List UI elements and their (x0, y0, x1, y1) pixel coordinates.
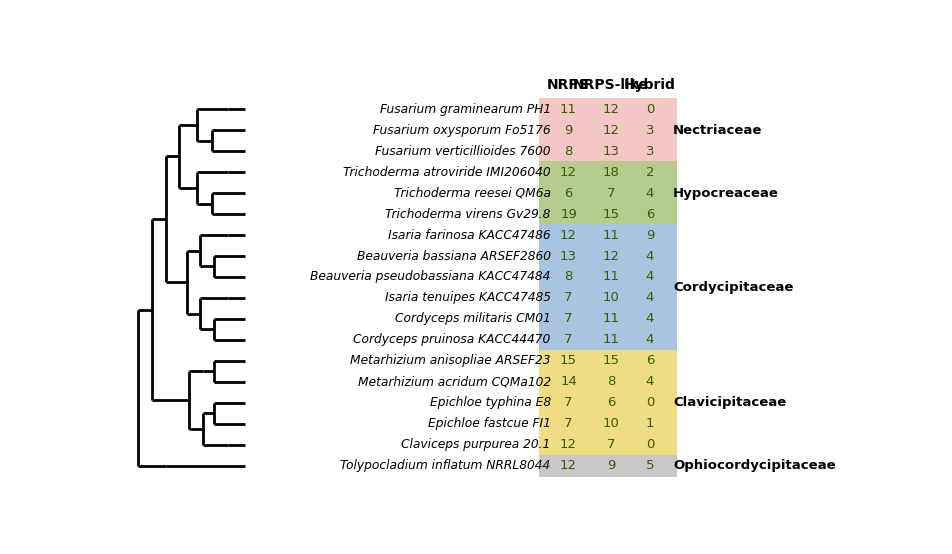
FancyBboxPatch shape (539, 350, 677, 456)
Text: 0: 0 (645, 438, 654, 452)
Text: 10: 10 (603, 417, 620, 430)
Text: 15: 15 (603, 355, 620, 367)
Text: 5: 5 (645, 459, 654, 472)
Text: 7: 7 (606, 438, 615, 452)
Text: 4: 4 (645, 249, 654, 263)
Text: 3: 3 (645, 145, 654, 158)
Text: 0: 0 (645, 396, 654, 409)
Text: 12: 12 (560, 438, 577, 452)
Text: 19: 19 (560, 208, 577, 220)
Text: Claviceps purpurea 20.1: Claviceps purpurea 20.1 (402, 438, 550, 452)
Text: 7: 7 (565, 417, 573, 430)
Text: 10: 10 (603, 291, 620, 305)
Text: Hypocreaceae: Hypocreaceae (673, 187, 779, 199)
Text: NRPS: NRPS (547, 78, 590, 92)
Text: 11: 11 (603, 270, 620, 284)
Text: 12: 12 (603, 249, 620, 263)
Text: Hybrid: Hybrid (624, 78, 676, 92)
Text: 4: 4 (645, 334, 654, 346)
Text: Metarhizium anisopliae ARSEF23: Metarhizium anisopliae ARSEF23 (350, 355, 550, 367)
Text: 1: 1 (645, 417, 654, 430)
Text: 11: 11 (560, 102, 577, 116)
Text: Clavicipitaceae: Clavicipitaceae (673, 396, 786, 409)
Text: Isaria farinosa KACC47486: Isaria farinosa KACC47486 (388, 229, 550, 242)
Text: Epichloe fastcue FI1: Epichloe fastcue FI1 (427, 417, 550, 430)
Text: Epichloe typhina E8: Epichloe typhina E8 (429, 396, 550, 409)
Text: Nectriaceae: Nectriaceae (673, 124, 763, 137)
Text: NRPS-like: NRPS-like (573, 78, 649, 92)
Text: 4: 4 (645, 376, 654, 388)
Text: Isaria tenuipes KACC47485: Isaria tenuipes KACC47485 (385, 291, 550, 305)
Text: 14: 14 (560, 376, 577, 388)
FancyBboxPatch shape (539, 98, 677, 162)
Text: 7: 7 (565, 291, 573, 305)
Text: Beauveria pseudobassiana KACC47484: Beauveria pseudobassiana KACC47484 (310, 270, 550, 284)
Text: Fusarium oxysporum Fo5176: Fusarium oxysporum Fo5176 (373, 124, 550, 137)
Text: 6: 6 (607, 396, 615, 409)
Text: Metarhizium acridum CQMa102: Metarhizium acridum CQMa102 (358, 376, 550, 388)
Text: 4: 4 (645, 187, 654, 199)
Text: 12: 12 (560, 229, 577, 242)
Text: 12: 12 (603, 124, 620, 137)
Text: 8: 8 (565, 270, 573, 284)
Text: Fusarium graminearum PH1: Fusarium graminearum PH1 (380, 102, 550, 116)
Text: 7: 7 (565, 312, 573, 325)
FancyBboxPatch shape (539, 455, 677, 476)
Text: 2: 2 (645, 166, 654, 178)
Text: Cordycipitaceae: Cordycipitaceae (673, 281, 794, 294)
Text: Trichoderma atroviride IMI206040: Trichoderma atroviride IMI206040 (343, 166, 550, 178)
Text: Trichoderma reesei QM6a: Trichoderma reesei QM6a (394, 187, 550, 199)
Text: Fusarium verticillioides 7600: Fusarium verticillioides 7600 (375, 145, 550, 158)
Text: 6: 6 (645, 355, 654, 367)
Text: 12: 12 (560, 166, 577, 178)
Text: 8: 8 (607, 376, 615, 388)
Text: 12: 12 (603, 102, 620, 116)
Text: 11: 11 (603, 312, 620, 325)
Text: 15: 15 (560, 355, 577, 367)
Text: 4: 4 (645, 312, 654, 325)
Text: Beauveria bassiana ARSEF2860: Beauveria bassiana ARSEF2860 (357, 249, 550, 263)
Text: 13: 13 (560, 249, 577, 263)
Text: 11: 11 (603, 229, 620, 242)
Text: 7: 7 (606, 187, 615, 199)
Text: 3: 3 (645, 124, 654, 137)
Text: Trichoderma virens Gv29.8: Trichoderma virens Gv29.8 (386, 208, 550, 220)
Text: 13: 13 (603, 145, 620, 158)
Text: 0: 0 (645, 102, 654, 116)
Text: 4: 4 (645, 291, 654, 305)
Text: 4: 4 (645, 270, 654, 284)
Text: Cordyceps militaris CM01: Cordyceps militaris CM01 (395, 312, 550, 325)
Text: 7: 7 (565, 396, 573, 409)
Text: 11: 11 (603, 334, 620, 346)
Text: 8: 8 (565, 145, 573, 158)
Text: Cordyceps pruinosa KACC44470: Cordyceps pruinosa KACC44470 (353, 334, 550, 346)
Text: Tolypocladium inflatum NRRL8044: Tolypocladium inflatum NRRL8044 (341, 459, 550, 472)
FancyBboxPatch shape (539, 161, 677, 225)
Text: 9: 9 (645, 229, 654, 242)
Text: 15: 15 (603, 208, 620, 220)
Text: Ophiocordycipitaceae: Ophiocordycipitaceae (673, 459, 836, 472)
Text: 6: 6 (565, 187, 573, 199)
FancyBboxPatch shape (539, 224, 677, 351)
Text: 18: 18 (603, 166, 620, 178)
Text: 9: 9 (607, 459, 615, 472)
Text: 12: 12 (560, 459, 577, 472)
Text: 6: 6 (645, 208, 654, 220)
Text: 7: 7 (565, 334, 573, 346)
Text: 9: 9 (565, 124, 573, 137)
